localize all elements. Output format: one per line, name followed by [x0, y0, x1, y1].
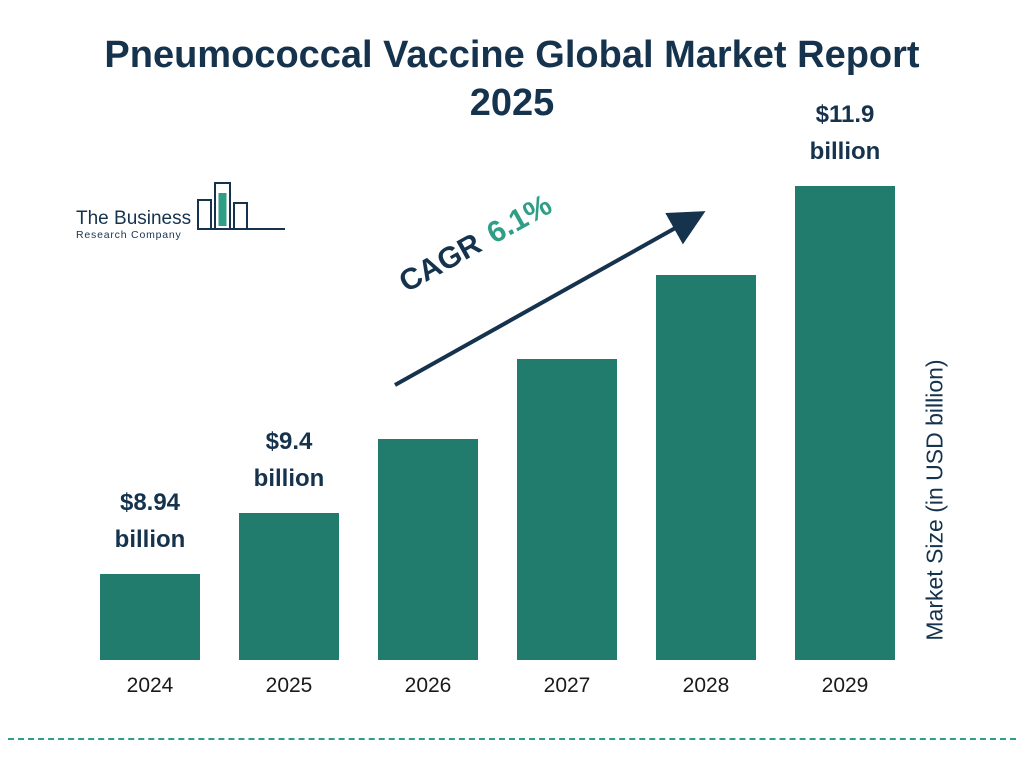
- bar-2026: [378, 439, 478, 660]
- bar-column-2027: [517, 359, 617, 660]
- bar-value-label-2029: $11.9 billion: [809, 100, 881, 165]
- x-axis-label-2027: 2027: [543, 674, 591, 697]
- x-axis-label-2024: 2024: [126, 674, 174, 697]
- page-title-line1: Pneumococcal Vaccine Global Market Repor…: [104, 34, 920, 76]
- bars-row: $8.94 billion $9.4 billion $11.9 billion: [100, 96, 895, 660]
- company-logo: The Business Research Company: [76, 180, 291, 247]
- bar-value-label-2024: $8.94 billion: [114, 488, 186, 553]
- company-name: The Business: [76, 208, 192, 230]
- bar-column-2029: $11.9 billion: [795, 96, 895, 660]
- bar-column-2028: [656, 275, 756, 660]
- bar-column-2024: $8.94 billion: [100, 484, 200, 660]
- bar-2027: [517, 359, 617, 660]
- bar-value-label-2025: $9.4 billion: [253, 427, 325, 492]
- bar-column-2026: [378, 439, 478, 660]
- category-row: 2024 2025 2026 2027 2028 2029: [100, 674, 895, 698]
- page-title: Pneumococcal Vaccine Global Market Repor…: [62, 32, 962, 127]
- bar-2028: [656, 275, 756, 660]
- y-axis-label: Market Size (in USD billion): [921, 359, 948, 641]
- bar-2025: [239, 513, 339, 660]
- x-axis-label-2025: 2025: [265, 674, 313, 697]
- cagr-trend-arrow: [394, 211, 706, 387]
- x-axis-label-2026: 2026: [404, 674, 452, 697]
- company-logo-text: The Business Research Company: [76, 209, 191, 247]
- x-axis-label-2029: 2029: [821, 674, 869, 697]
- company-subname: Research Company: [76, 229, 182, 241]
- bottom-dashed-divider: [8, 738, 1016, 740]
- page-title-line2: 2025: [469, 81, 555, 124]
- bar-2024: [100, 574, 200, 660]
- x-axis-label-2028: 2028: [682, 674, 730, 697]
- bar-chart-logo-icon: [195, 180, 287, 247]
- bar-column-2025: $9.4 billion: [239, 423, 339, 660]
- bar-2029: [795, 186, 895, 660]
